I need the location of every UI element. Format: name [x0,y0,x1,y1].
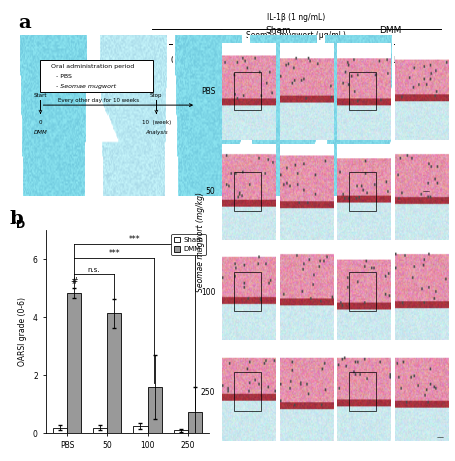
Legend: Sham, DMM: Sham, DMM [172,234,206,255]
Bar [349,272,376,311]
Text: ***: *** [128,235,140,244]
Text: —: — [423,189,430,195]
Text: 50: 50 [318,56,329,65]
Bar [349,71,376,110]
Bar [67,293,81,433]
Bar [234,71,261,110]
Bar [133,426,147,433]
Text: b: b [9,210,23,228]
Text: a: a [18,14,31,32]
Text: Stop: Stop [150,94,162,99]
Text: -: - [219,25,222,35]
Bar [349,372,376,411]
Text: D: D [16,220,25,230]
Text: Con: Con [62,56,79,65]
Text: 50: 50 [206,187,215,196]
Text: Every other day for 10 weeks: Every other day for 10 weeks [58,99,139,103]
Text: IL-1β (1 ng/mL): IL-1β (1 ng/mL) [267,13,325,22]
Bar [234,372,261,411]
Text: n.s.: n.s. [88,266,100,272]
Text: Seomae mugwort (μg/mL): Seomae mugwort (μg/mL) [246,31,346,40]
Text: 100: 100 [201,288,215,297]
Text: PBS: PBS [201,87,215,96]
Text: Analysis: Analysis [145,130,167,135]
Text: Start: Start [34,94,47,99]
Text: —: — [437,434,444,440]
Bar [234,272,261,311]
Bar [234,172,261,211]
Bar [174,431,188,433]
Text: - Seomae mugwort: - Seomae mugwort [56,83,116,89]
Y-axis label: OARSI grade (0-6): OARSI grade (0-6) [19,297,27,366]
Text: ***: *** [108,249,120,258]
Bar [53,427,67,433]
Text: Sham: Sham [265,25,291,35]
Text: 250: 250 [201,388,215,397]
Text: 0: 0 [170,56,176,65]
Text: DMM: DMM [34,130,47,135]
Text: 10: 10 [243,56,253,65]
Bar [147,387,162,433]
Bar [93,427,107,433]
Bar [40,60,153,92]
Text: 10  (week): 10 (week) [142,120,171,125]
Text: DMM: DMM [379,25,401,35]
Bar [349,172,376,211]
Bar [188,412,202,433]
Bar [107,313,121,433]
Text: Oral administration period: Oral administration period [51,64,134,69]
Text: - PBS: - PBS [56,74,72,78]
Text: 100: 100 [390,56,406,65]
Text: #: # [70,277,78,286]
Text: 0: 0 [39,120,42,125]
Text: Seomae mugwort (mg/kg): Seomae mugwort (mg/kg) [196,192,205,292]
